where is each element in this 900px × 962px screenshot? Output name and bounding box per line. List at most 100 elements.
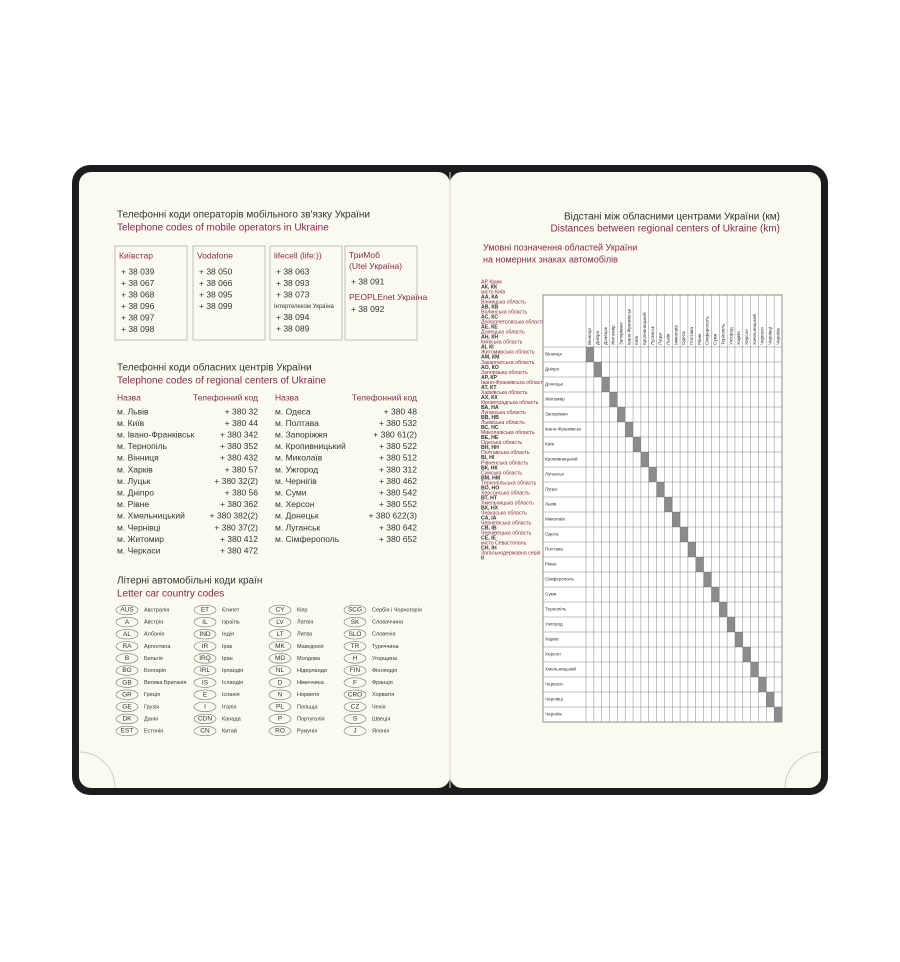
row-city: Ужгород (545, 622, 563, 627)
col-city: Запоріжжя (618, 322, 623, 345)
country-name: Греція (144, 692, 160, 698)
diagonal-cell (758, 677, 767, 692)
code-oval (115, 701, 139, 712)
country-code: SCG (348, 607, 362, 614)
col-city: Дніпро (595, 330, 600, 345)
city-name: м. Хмельницький (117, 511, 185, 521)
country-code: A (125, 619, 130, 626)
country-name: Туреччина (372, 644, 400, 650)
column-header: Телефонний код (193, 392, 258, 402)
code-oval (343, 653, 367, 664)
city-code: + 380 462 (379, 476, 417, 486)
country-name: Ізраїль (222, 620, 240, 626)
operator-box (114, 245, 188, 341)
code-oval (268, 701, 292, 712)
country-name: Китай (222, 727, 237, 734)
col-city: Сімферополь (705, 315, 710, 345)
diagonal-cell (742, 647, 751, 662)
code-oval (115, 653, 139, 664)
col-city: Тернопіль (720, 323, 725, 345)
region-name: Полтавська область (481, 450, 530, 456)
code-oval (115, 713, 139, 725)
region-name: Херсонська область (481, 490, 530, 496)
operator-name: Інтертелеком Україна (274, 304, 335, 310)
code-oval (268, 604, 292, 616)
city-code: + 380 32 (225, 406, 259, 416)
country-name: Австралія (144, 607, 169, 613)
region-plates: ІІ (481, 556, 484, 562)
country-code: GR (122, 691, 132, 698)
code-oval (268, 653, 292, 664)
operator-box (269, 245, 343, 341)
country-name: Литва (297, 632, 313, 638)
country-name: Словенія (372, 632, 395, 638)
code-oval (193, 677, 217, 688)
region-name: Львівська область (481, 420, 525, 426)
diagonal-cell (640, 452, 649, 467)
diagonal-cell (586, 347, 594, 362)
region-plates: АО, КО (481, 365, 499, 371)
city-name: м. Луганськ (275, 522, 321, 532)
city-name: м. Ужгород (275, 464, 318, 474)
operator-code: + 38 098 (121, 324, 155, 334)
country-name: Велика Британія (144, 680, 186, 686)
country-name: Єгипет (222, 607, 240, 613)
city-code: + 380 48 (384, 406, 418, 416)
code-oval (343, 604, 367, 616)
col-city: Рівне (697, 333, 702, 345)
operator-name: Київстар (119, 250, 153, 260)
city-name: м. Дніпро (117, 487, 154, 497)
region-name: місто Севастополь (481, 541, 527, 547)
country-code: NL (276, 667, 285, 674)
operator-code: + 38 067 (121, 278, 155, 288)
country-code: IRQ (199, 655, 211, 662)
diagonal-cell (617, 407, 626, 422)
country-code: N (278, 691, 283, 698)
country-code: D (278, 679, 283, 686)
region-plates: ВК, НК (481, 465, 499, 471)
city-code: + 380 37(2) (214, 522, 258, 532)
operator-name: PEOPLEnet Україна (349, 292, 427, 302)
code-oval (193, 604, 217, 616)
operator-name: ТриМоб (Utel Україна) (349, 250, 402, 271)
country-code: IS (202, 679, 209, 686)
row-city: Донецьк (545, 382, 564, 387)
operator-code: + 38 092 (351, 304, 385, 314)
country-code: CDN (198, 716, 212, 723)
region-plates: ВХ, НХ (481, 505, 499, 511)
row-city: Чернігів (545, 712, 562, 717)
region-name: АР Крим (481, 279, 502, 285)
country-name: Фінляндія (372, 668, 397, 674)
code-oval (193, 725, 217, 737)
region-plates: АЕ, КЕ (481, 325, 498, 331)
country-name: Латвія (297, 620, 313, 626)
region-name: Харківська область (481, 390, 528, 396)
city-name: м. Львів (117, 406, 149, 416)
diagonal-cell (703, 572, 712, 587)
code-oval (343, 701, 367, 712)
region-name: Одеська область (481, 440, 522, 446)
col-city: Чернігів (775, 328, 780, 345)
col-city: Київ (634, 335, 639, 345)
region-plates: АН, КН (481, 335, 499, 341)
operator-name: Vodafone (197, 250, 233, 260)
region-name: Загальнодержавна серія (481, 551, 541, 557)
country-code: SLO (348, 631, 361, 638)
region-plates: ВС, НС (481, 425, 499, 431)
city-code: + 380 362 (220, 499, 258, 509)
city-code: + 380 32(2) (214, 476, 258, 486)
country-code: I (204, 704, 206, 711)
country-name: Польща (297, 704, 318, 710)
country-name: Нідерланди (297, 668, 327, 674)
country-code: MD (275, 655, 285, 662)
region-plates: АМ, КМ (481, 355, 499, 361)
code-oval (343, 713, 367, 725)
col-city: Ужгород (728, 327, 733, 345)
diagonal-cell (766, 692, 775, 707)
row-city: Дніпро (545, 367, 560, 372)
city-code: + 380 522 (379, 441, 417, 451)
country-name: Данія (144, 716, 158, 722)
code-oval (268, 641, 292, 652)
country-name: Македонія (297, 644, 324, 650)
